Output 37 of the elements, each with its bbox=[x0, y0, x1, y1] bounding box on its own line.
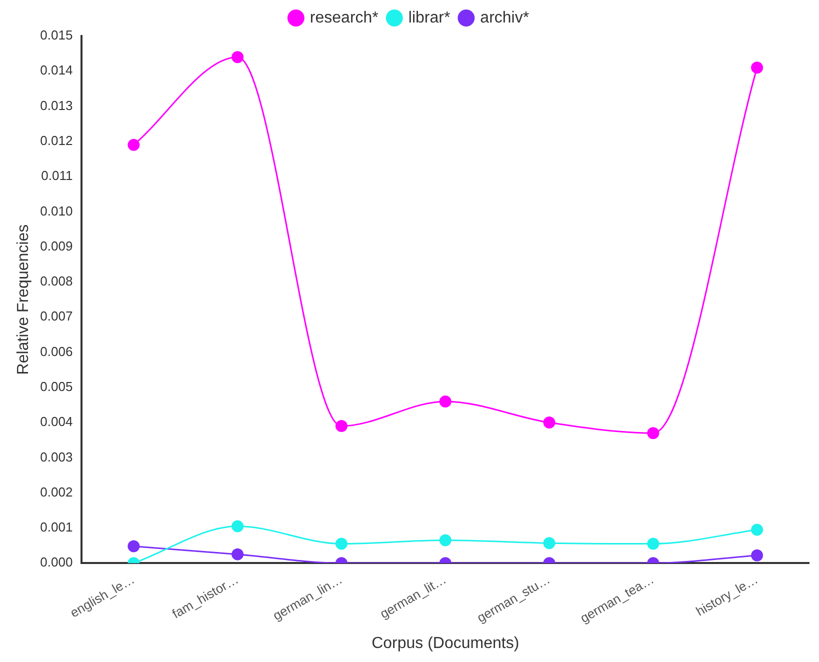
point bbox=[751, 62, 764, 74]
point bbox=[335, 420, 348, 432]
point bbox=[543, 537, 556, 550]
point bbox=[232, 520, 244, 532]
x-axis-title: Corpus (Documents) bbox=[372, 634, 520, 652]
point bbox=[439, 534, 452, 546]
legend-label: librar* bbox=[408, 9, 450, 26]
point bbox=[232, 51, 244, 64]
y-tick-label: 0.005 bbox=[40, 378, 73, 394]
legend-label: archiv* bbox=[480, 9, 530, 26]
y-axis-title: Relative Frequencies bbox=[15, 224, 32, 375]
point bbox=[543, 416, 556, 429]
y-tick-label: 0.000 bbox=[40, 554, 73, 570]
y-tick-label: 0.008 bbox=[40, 274, 73, 289]
y-tick-label: 0.010 bbox=[40, 203, 73, 218]
y-tick-label: 0.009 bbox=[40, 238, 73, 254]
point bbox=[128, 540, 140, 552]
point bbox=[439, 395, 452, 408]
y-tick-label: 0.007 bbox=[40, 308, 73, 324]
y-tick-label: 0.013 bbox=[40, 98, 73, 113]
point bbox=[751, 549, 764, 562]
y-tick-label: 0.012 bbox=[40, 133, 73, 148]
y-tick-label: 0.011 bbox=[41, 168, 73, 184]
y-tick-label: 0.003 bbox=[40, 449, 73, 464]
point bbox=[751, 524, 764, 536]
point bbox=[647, 427, 660, 440]
point bbox=[647, 538, 660, 550]
y-tick-label: 0.002 bbox=[40, 484, 73, 500]
y-tick-label: 0.014 bbox=[40, 62, 73, 78]
point bbox=[232, 548, 244, 560]
y-tick-label: 0.006 bbox=[40, 344, 73, 359]
legend-label: research* bbox=[310, 9, 378, 26]
y-tick-label: 0.015 bbox=[40, 28, 73, 43]
point bbox=[128, 138, 140, 151]
y-tick-label: 0.004 bbox=[40, 414, 73, 430]
y-tick-label: 0.001 bbox=[40, 520, 73, 535]
point bbox=[335, 538, 348, 550]
